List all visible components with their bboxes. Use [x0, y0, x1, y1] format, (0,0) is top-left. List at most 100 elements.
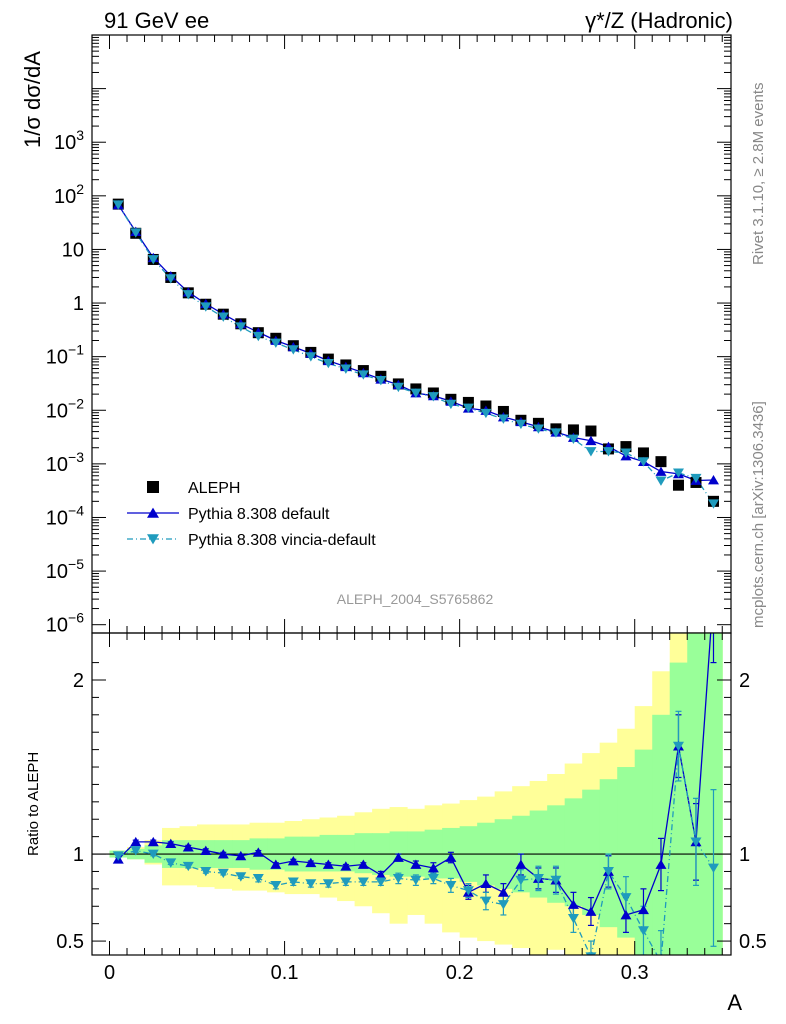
vincia-point — [707, 499, 719, 509]
vincia-point — [340, 364, 352, 374]
vincia-point — [620, 448, 632, 458]
analysis-tag: ALEPH_2004_S5765862 — [337, 591, 494, 607]
ratio-vincia-point — [305, 879, 317, 889]
vincia-point — [445, 399, 457, 410]
aleph-point — [462, 396, 474, 408]
ratio-vincia-point — [392, 874, 404, 884]
ratio-vincia-point — [707, 863, 719, 873]
ratio-vincia-point — [340, 877, 352, 887]
legend-vincia-marker — [147, 534, 159, 545]
green-band-bin — [599, 779, 618, 928]
ratio-y-tick-label: 1 — [73, 844, 84, 866]
ratio-y-tick-label-right: 1 — [739, 844, 750, 866]
y-tick-label: 10 — [62, 239, 84, 261]
vincia-point — [532, 424, 544, 434]
vincia-point — [287, 345, 299, 355]
green-band-bin — [669, 662, 688, 955]
x-tick-label: 0.2 — [446, 962, 474, 984]
x-tick-label: 0.1 — [271, 962, 299, 984]
ratio-default-point — [392, 852, 404, 862]
legend-label: Pythia 8.308 vincia-default — [188, 532, 376, 549]
legend-label: ALEPH — [188, 480, 240, 497]
vincia-point — [392, 382, 404, 393]
vincia-point — [672, 468, 684, 478]
ratio-vincia-point — [427, 874, 439, 884]
vincia-point — [690, 473, 702, 484]
ratio-default-point — [567, 899, 579, 909]
ratio-vincia-point — [637, 926, 649, 936]
vincia-point — [182, 290, 194, 300]
vincia-point — [637, 457, 649, 467]
default-line — [117, 204, 714, 482]
aleph-point — [672, 479, 684, 491]
x-axis-title: A — [727, 990, 742, 1015]
ratio-vincia-point — [322, 879, 334, 889]
ratio-default-point — [270, 859, 282, 869]
top-panel: 10−6 10−5 10−4 10−3 10−2 10−1 1 10 102 103 — [46, 34, 732, 637]
ratio-default-point — [305, 857, 317, 868]
ratio-default-point — [340, 861, 352, 871]
vincia-point — [375, 376, 387, 386]
ratio-vincia-point — [357, 877, 369, 887]
aleph-point — [585, 425, 597, 437]
ratio-vincia-point — [690, 837, 702, 847]
ratio-default-point — [130, 836, 142, 847]
ratio-default-point — [200, 845, 212, 855]
mcplots-label: mcplots.cern.ch [arXiv:1306.3436] — [750, 401, 767, 628]
vincia-point — [112, 200, 124, 210]
green-band-bin — [652, 714, 671, 955]
green-band-bin — [337, 834, 356, 872]
ratio-default-point — [410, 859, 422, 869]
y-tick-label: 10−5 — [46, 556, 84, 583]
legend-aleph-marker — [147, 481, 159, 493]
ratio-default-point — [217, 849, 229, 859]
ratio-default-point — [620, 910, 632, 920]
vincia-point — [497, 414, 509, 424]
y-tick-label: 10−4 — [46, 502, 84, 529]
green-band-bin — [319, 834, 338, 872]
ratio-vincia-point — [532, 874, 544, 884]
vincia-point — [130, 228, 142, 238]
ratio-vincia-point — [200, 867, 212, 877]
x-tick-label: 0.3 — [621, 962, 649, 984]
vincia-point — [602, 447, 614, 457]
y-tick-label: 10−6 — [46, 610, 84, 637]
ratio-default-point — [445, 852, 457, 862]
vincia-point — [550, 428, 562, 438]
y-tick-label: 10−3 — [46, 449, 84, 476]
ratio-default-point — [655, 859, 667, 869]
vincia-point — [165, 274, 177, 284]
vincia-point — [217, 312, 229, 322]
energy-label: 91 GeV ee — [104, 8, 209, 33]
default-point — [707, 475, 719, 485]
ratio-vincia-point — [602, 867, 614, 877]
default-point — [655, 466, 667, 476]
aleph-point — [637, 447, 649, 459]
aleph-point — [567, 424, 579, 436]
vincia-point — [567, 434, 579, 445]
ratio-vincia-point — [375, 877, 387, 887]
vincia-point — [655, 476, 667, 486]
ratio-default-point — [287, 856, 299, 866]
green-band-bin — [634, 749, 653, 955]
ratio-default-point — [165, 838, 177, 849]
ratio-vincia-point — [147, 849, 159, 859]
vincia-line — [117, 204, 715, 505]
vincia-point — [480, 408, 492, 419]
ratio-default-point — [235, 850, 247, 861]
vincia-point — [252, 331, 264, 342]
ratio-default-point — [637, 904, 649, 915]
rivet-label: Rivet 3.1.10, ≥ 2.8M events — [750, 83, 767, 266]
green-band-bin — [582, 789, 601, 915]
aleph-point — [620, 441, 632, 453]
ratio-default-point — [585, 906, 597, 916]
vincia-point — [200, 302, 212, 312]
vincia-point — [462, 403, 474, 413]
ratio-default-point — [708, 588, 719, 597]
ratio-vincia-point — [270, 880, 282, 891]
ratio-default-point — [497, 887, 509, 897]
ratio-default-point — [515, 859, 527, 869]
ratio-vincia-point — [497, 900, 509, 910]
ratio-vincia-point — [445, 880, 457, 891]
